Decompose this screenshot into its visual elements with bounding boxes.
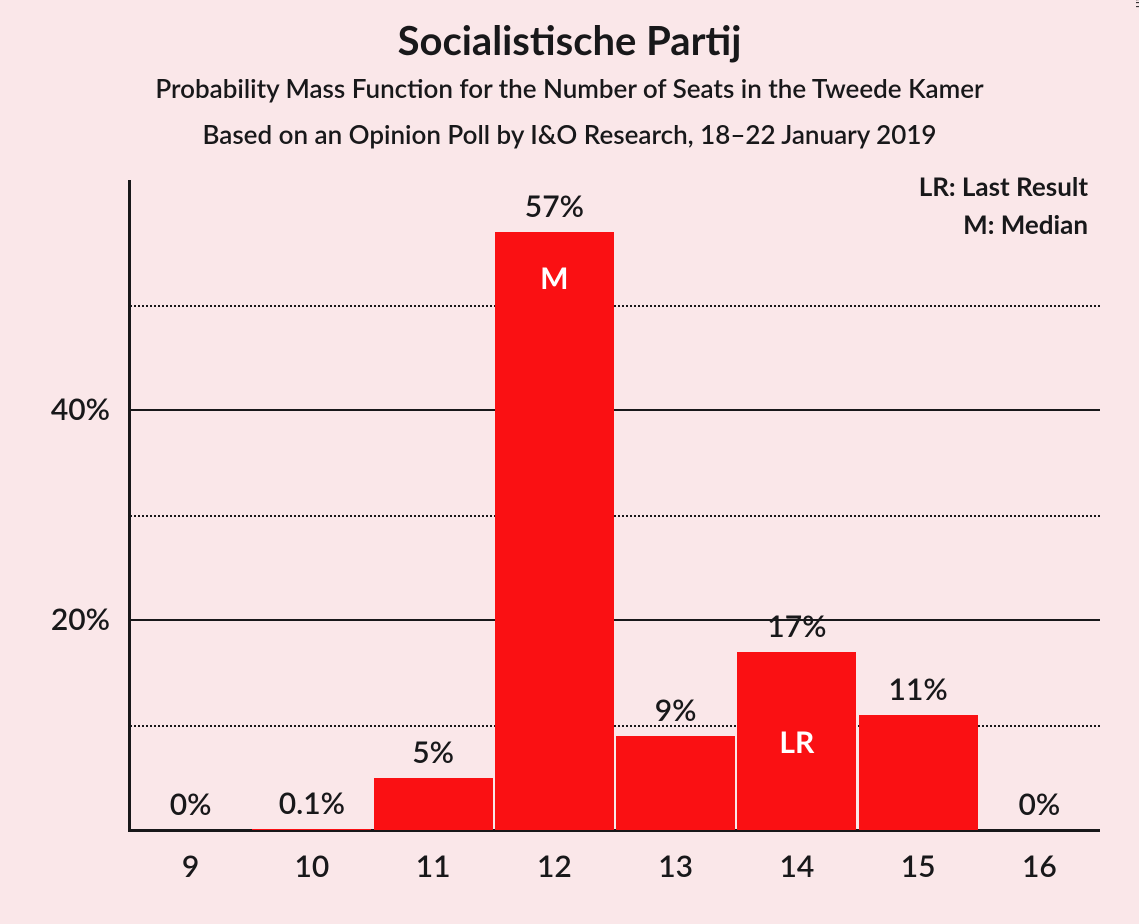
x-tick-label: 15 [858, 848, 979, 884]
bar-value-label: 9% [615, 692, 736, 728]
bar [859, 715, 978, 831]
plot-area: 0%0.1%5%M57%9%LR17%11%0% [130, 200, 1100, 830]
bar-value-label: 0% [130, 786, 251, 822]
y-tick-label: 20% [0, 601, 110, 637]
x-tick-label: 14 [736, 848, 857, 884]
y-axis [128, 180, 131, 832]
chart-subtitle-2: Based on an Opinion Poll by I&O Research… [0, 118, 1139, 150]
legend-last-result: LR: Last Result [130, 170, 1088, 202]
chart-container: Socialistische Partij Probability Mass F… [0, 0, 1139, 924]
x-tick-label: 10 [251, 848, 372, 884]
x-tick-label: 9 [130, 848, 251, 884]
gridline-major [130, 409, 1100, 411]
chart-title: Socialistische Partij [0, 16, 1139, 64]
gridline-major [130, 619, 1100, 621]
bar [252, 829, 371, 830]
bar-value-label: 0.1% [251, 785, 372, 821]
bar-value-label: 17% [736, 608, 857, 644]
x-tick-label: 12 [494, 848, 615, 884]
legend-median: M: Median [130, 208, 1088, 240]
bar [374, 778, 493, 831]
bar [616, 736, 735, 831]
x-tick-label: 11 [373, 848, 494, 884]
bar-inner-label: LR [737, 724, 856, 760]
copyright-label: © 2020 Filip van Laenen [1133, 0, 1139, 8]
bar-value-label: 5% [373, 734, 494, 770]
chart-subtitle-1: Probability Mass Function for the Number… [0, 72, 1139, 104]
bar-inner-label: M [495, 260, 614, 296]
bar [495, 232, 614, 831]
x-tick-label: 16 [979, 848, 1100, 884]
x-tick-label: 13 [615, 848, 736, 884]
y-tick-label: 40% [0, 391, 110, 427]
gridline-minor [130, 515, 1100, 517]
bar-value-label: 0% [979, 786, 1100, 822]
bar-value-label: 11% [858, 671, 979, 707]
gridline-minor [130, 305, 1100, 307]
